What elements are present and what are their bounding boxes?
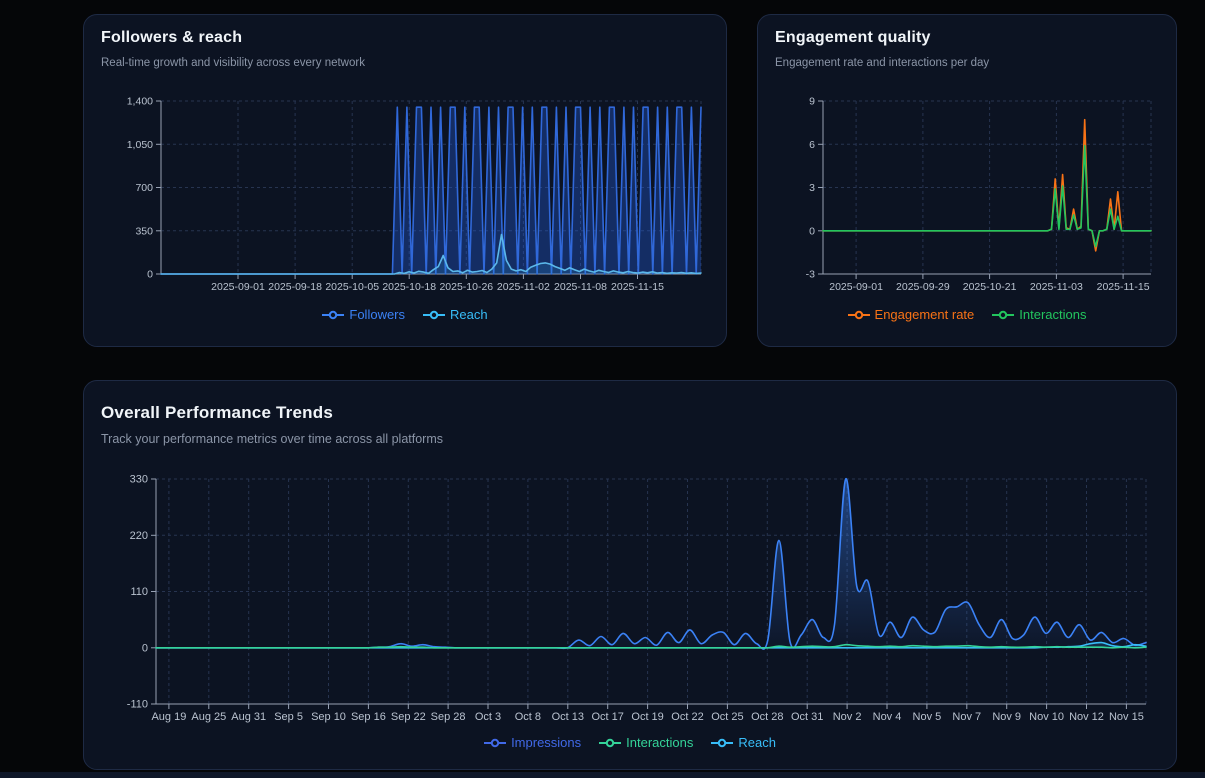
svg-text:2025-09-01: 2025-09-01 (211, 281, 265, 293)
card-followers-reach: Followers & reach Real-time growth and v… (83, 14, 727, 347)
legend-item-reach[interactable]: Reach (711, 735, 776, 750)
svg-text:Oct 3: Oct 3 (475, 711, 501, 723)
legend-item-interactions[interactable]: Interactions (599, 735, 693, 750)
legend-label: Engagement rate (874, 307, 975, 322)
legend-label: Reach (450, 307, 488, 322)
svg-text:Aug 25: Aug 25 (191, 711, 226, 723)
legend-item-followers[interactable]: Followers (322, 307, 405, 322)
svg-text:0: 0 (142, 642, 148, 654)
svg-text:Oct 28: Oct 28 (751, 711, 783, 723)
svg-text:Nov 10: Nov 10 (1029, 711, 1064, 723)
svg-text:330: 330 (130, 474, 148, 486)
engagement-quality-chart[interactable]: -3 0 3 6 9 2025-09-01 2025-09-29 2025-10-21 2025… (774, 97, 1162, 297)
svg-text:Sep 16: Sep 16 (351, 711, 386, 723)
svg-text:0: 0 (147, 269, 153, 281)
svg-text:Nov 4: Nov 4 (873, 711, 902, 723)
svg-text:Oct 8: Oct 8 (515, 711, 541, 723)
svg-text:Nov 9: Nov 9 (992, 711, 1021, 723)
svg-text:2025-09-29: 2025-09-29 (896, 281, 950, 293)
legend-line-icon (322, 310, 345, 320)
svg-text:Oct 25: Oct 25 (711, 711, 743, 723)
svg-text:110: 110 (130, 586, 148, 598)
svg-text:2025-09-01: 2025-09-01 (829, 281, 883, 293)
card-subtitle: Track your performance metrics over time… (101, 432, 443, 446)
svg-text:Sep 5: Sep 5 (274, 711, 303, 723)
svg-text:-3: -3 (806, 269, 815, 281)
svg-text:Sep 28: Sep 28 (431, 711, 466, 723)
svg-text:2025-11-02: 2025-11-02 (497, 281, 550, 293)
svg-text:Nov 5: Nov 5 (913, 711, 942, 723)
svg-text:Oct 19: Oct 19 (631, 711, 663, 723)
legend-line-icon (599, 738, 622, 748)
card-subtitle: Real-time growth and visibility across e… (101, 57, 365, 69)
svg-text:2025-11-15: 2025-11-15 (1097, 281, 1150, 293)
legend-line-icon (992, 310, 1015, 320)
legend-line-icon (423, 310, 446, 320)
svg-text:Aug 19: Aug 19 (151, 711, 186, 723)
svg-text:Oct 17: Oct 17 (591, 711, 623, 723)
overall-performance-chart[interactable]: -110 0 110 220 330 Aug 19 Aug 25 Aug 31 Sep 5 Sep… (100, 469, 1162, 729)
legend-item-reach[interactable]: Reach (423, 307, 488, 322)
svg-text:6: 6 (809, 139, 815, 151)
svg-text:350: 350 (135, 225, 153, 237)
svg-text:2025-10-05: 2025-10-05 (325, 281, 379, 293)
svg-text:1,400: 1,400 (127, 97, 153, 108)
chart-legend: Followers Reach (84, 307, 726, 322)
card-subtitle: Engagement rate and interactions per day (775, 57, 990, 69)
card-engagement-quality: Engagement quality Engagement rate and i… (757, 14, 1177, 347)
svg-text:2025-11-15: 2025-11-15 (611, 281, 664, 293)
svg-text:2025-09-18: 2025-09-18 (268, 281, 322, 293)
svg-text:220: 220 (130, 530, 148, 542)
svg-text:Oct 22: Oct 22 (671, 711, 703, 723)
legend-item-interactions[interactable]: Interactions (992, 307, 1086, 322)
card-title: Overall Performance Trends (101, 403, 333, 422)
legend-line-icon (711, 738, 734, 748)
legend-line-icon (484, 738, 507, 748)
svg-text:-110: -110 (127, 699, 148, 711)
svg-text:2025-10-21: 2025-10-21 (963, 281, 1017, 293)
svg-text:3: 3 (809, 182, 815, 194)
svg-text:Nov 7: Nov 7 (952, 711, 981, 723)
card-title: Followers & reach (101, 29, 243, 46)
svg-text:Aug 31: Aug 31 (231, 711, 266, 723)
legend-label: Impressions (511, 735, 582, 750)
chart-legend: Engagement rate Interactions (758, 307, 1176, 322)
svg-text:9: 9 (809, 97, 815, 108)
legend-line-icon (847, 310, 870, 320)
legend-label: Reach (738, 735, 776, 750)
next-card-edge (0, 772, 1205, 778)
svg-text:Sep 10: Sep 10 (311, 711, 346, 723)
svg-text:2025-11-03: 2025-11-03 (1030, 281, 1083, 293)
svg-text:Nov 12: Nov 12 (1069, 711, 1104, 723)
svg-text:1,050: 1,050 (127, 139, 153, 151)
svg-text:2025-10-26: 2025-10-26 (439, 281, 493, 293)
legend-item-impressions[interactable]: Impressions (484, 735, 581, 750)
svg-text:Sep 22: Sep 22 (391, 711, 426, 723)
legend-label: Followers (349, 307, 406, 322)
legend-label: Interactions (626, 735, 694, 750)
card-title: Engagement quality (775, 29, 931, 46)
svg-text:700: 700 (135, 182, 153, 194)
svg-text:Nov 2: Nov 2 (833, 711, 862, 723)
svg-text:0: 0 (809, 225, 815, 237)
legend-item-engagement-rate[interactable]: Engagement rate (847, 307, 975, 322)
card-overall-performance: Overall Performance Trends Track your pe… (83, 380, 1177, 770)
svg-text:Oct 31: Oct 31 (791, 711, 823, 723)
svg-text:2025-10-18: 2025-10-18 (382, 281, 436, 293)
svg-text:2025-11-08: 2025-11-08 (554, 281, 607, 293)
chart-legend: Impressions Interactions Reach (84, 735, 1176, 750)
svg-text:Nov 15: Nov 15 (1109, 711, 1144, 723)
svg-text:Oct 13: Oct 13 (552, 711, 584, 723)
legend-label: Interactions (1019, 307, 1087, 322)
